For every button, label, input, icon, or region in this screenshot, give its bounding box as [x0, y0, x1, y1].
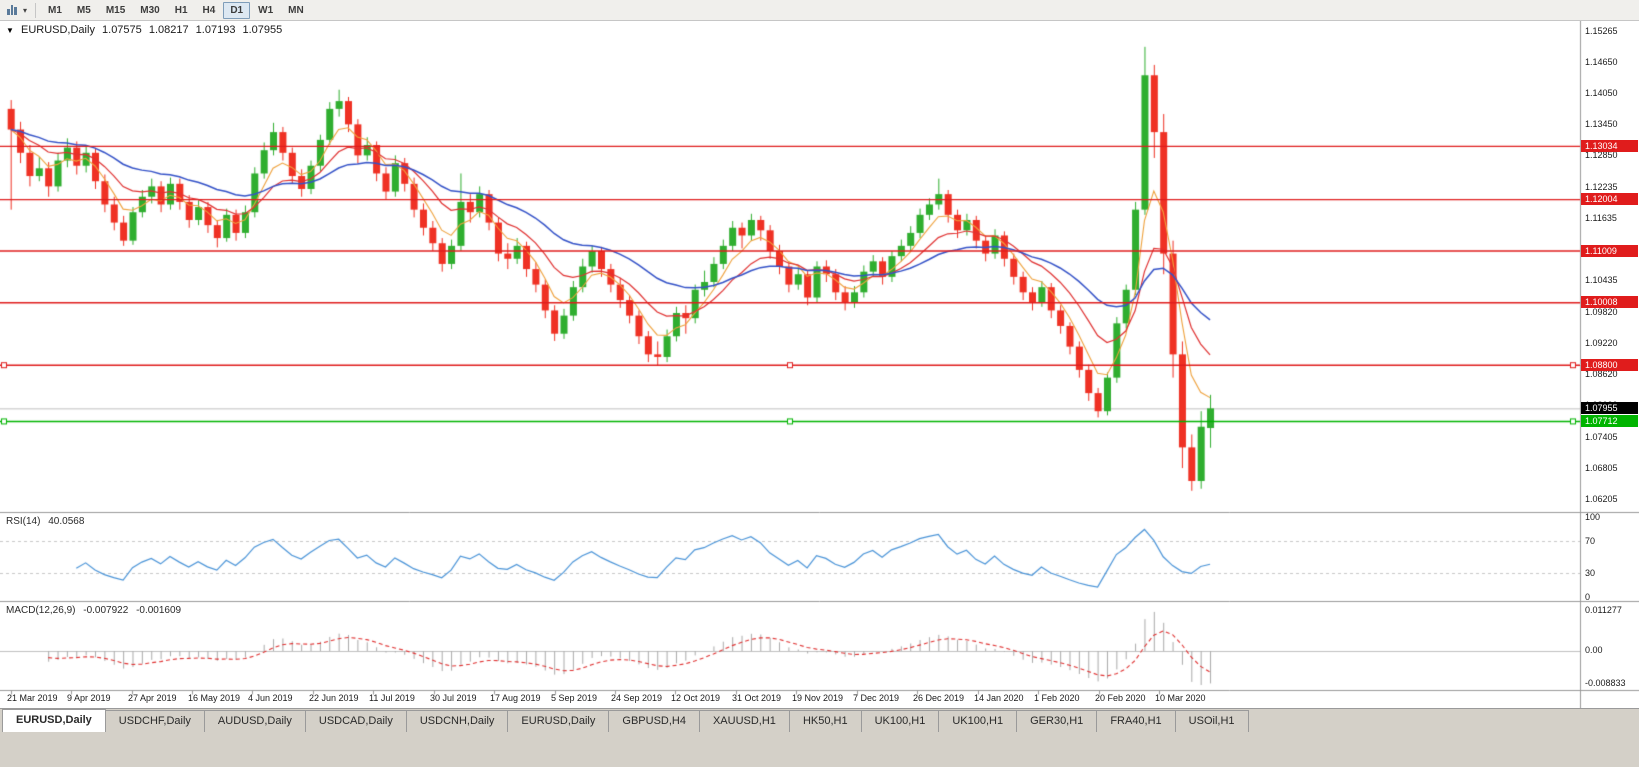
time-axis-label-4: 4 Jun 2019	[248, 693, 293, 703]
level-price-box-1.07712[interactable]: 1.07712	[1581, 414, 1638, 427]
toolbar: ▾ M1 M5 M15 M30 H1 H4 D1 W1 MN	[0, 0, 1639, 21]
chart-tab-2[interactable]: AUDUSD,Daily	[203, 710, 306, 732]
chart-header: ▼ EURUSD,Daily 1.07575 1.08217 1.07193 1…	[6, 24, 286, 36]
price-axis-tick-14: 1.06805	[1585, 462, 1618, 473]
chart-tab-3[interactable]: USDCAD,Daily	[304, 710, 407, 732]
price-axis-tick-6: 1.11635	[1585, 213, 1617, 224]
rsi-axis-tick-1: 70	[1585, 536, 1596, 546]
timeframe-button-m5[interactable]: M5	[76, 4, 91, 16]
timeframe-button-m30[interactable]: M30	[140, 4, 160, 16]
rsi-axis-tick-3: 0	[1585, 592, 1591, 602]
ohlc-open: 1.07575	[102, 24, 142, 36]
chart-type-icon[interactable]	[4, 3, 20, 18]
level-price-box-1.08800[interactable]: 1.08800	[1581, 358, 1638, 371]
chart-tab-11[interactable]: GER30,H1	[1016, 710, 1098, 732]
chart-tab-5[interactable]: EURUSD,Daily	[507, 710, 610, 732]
time-axis-label-0: 21 Mar 2019	[7, 693, 58, 703]
time-axis-label-15: 26 Dec 2019	[913, 693, 965, 703]
macd-axis-tick-2: -0.008833	[1585, 678, 1626, 688]
chart-overlay: ▼ EURUSD,Daily 1.07575 1.08217 1.07193 1…	[0, 21, 1639, 708]
macd-label: MACD(12,26,9)	[6, 605, 76, 616]
price-axis-tick-9: 1.09820	[1585, 306, 1618, 317]
price-axis-tick-11: 1.08620	[1585, 369, 1618, 379]
level-price-box-1.12004[interactable]: 1.12004	[1581, 193, 1638, 206]
time-axis-label-8: 17 Aug 2019	[490, 693, 541, 703]
price-axis-tick-13: 1.07405	[1585, 431, 1618, 442]
price-axis-tick-3: 1.13450	[1585, 119, 1618, 130]
rsi-axis-tick-0: 100	[1585, 512, 1601, 522]
rsi-axis-tick-2: 30	[1585, 568, 1596, 578]
rsi-value: 40.0568	[48, 516, 85, 527]
symbol-label: EURUSD,Daily	[20, 24, 95, 36]
price-axis-tick-2: 1.14050	[1585, 88, 1618, 99]
chart-tabs-bar: EURUSD,Daily USDCHF,Daily AUDUSD,Daily USDC…	[0, 708, 1639, 732]
timeframe-button-mn[interactable]: MN	[288, 4, 304, 16]
time-axis-label-16: 14 Jan 2020	[974, 693, 1024, 703]
timeframe-button-w1[interactable]: W1	[258, 4, 274, 16]
timeframe-button-m15[interactable]: M15	[105, 4, 126, 16]
chart-tab-1[interactable]: USDCHF,Daily	[104, 710, 205, 732]
window-background	[0, 732, 1639, 767]
time-axis-label-1: 9 Apr 2019	[67, 693, 111, 703]
ohlc-close: 1.07955	[242, 24, 283, 36]
price-axis-tick-10: 1.09220	[1585, 337, 1618, 348]
ohlc-high: 1.08217	[148, 24, 189, 36]
chart-tab-4[interactable]: USDCNH,Daily	[405, 710, 509, 732]
time-axis-label-19: 10 Mar 2020	[1155, 693, 1206, 703]
level-price-box-1.11009[interactable]: 1.11009	[1581, 244, 1638, 257]
time-axis-label-2: 27 Apr 2019	[128, 693, 177, 703]
time-axis-label-18: 20 Feb 2020	[1095, 693, 1146, 703]
rsi-panel-header: RSI(14) 40.0568	[6, 516, 89, 527]
chart-tab-13[interactable]: USOil,H1	[1174, 710, 1249, 732]
macd-axis-tick-0: 0.011277	[1585, 605, 1622, 615]
price-axis-tick-1: 1.14650	[1585, 57, 1618, 68]
timeframe-buttons: M1 M5 M15 M30 H1 H4 D1 W1 MN	[41, 1, 311, 19]
time-axis-label-5: 22 Jun 2019	[309, 693, 359, 703]
chart-tab-0[interactable]: EURUSD,Daily	[2, 709, 106, 732]
time-axis-label-11: 12 Oct 2019	[671, 693, 721, 703]
symbol-collapse-icon[interactable]: ▼	[6, 26, 14, 35]
current-price-box: 1.07955	[1581, 402, 1638, 415]
level-price-box-1.13034[interactable]: 1.13034	[1581, 139, 1638, 152]
timeframe-button-m1[interactable]: M1	[48, 4, 62, 16]
time-axis-label-12: 31 Oct 2019	[732, 693, 782, 703]
price-axis-tick-5: 1.12235	[1585, 182, 1618, 193]
level-price-box-1.10008[interactable]: 1.10008	[1581, 296, 1638, 309]
timeframe-button-d1[interactable]: D1	[223, 1, 251, 19]
time-axis-label-17: 1 Feb 2020	[1034, 693, 1080, 703]
chart-tab-8[interactable]: HK50,H1	[788, 710, 862, 732]
price-axis-tick-0: 1.15265	[1585, 25, 1618, 36]
timeframe-button-h4[interactable]: H4	[202, 4, 216, 16]
time-axis-label-10: 24 Sep 2019	[611, 693, 663, 703]
time-axis-label-13: 19 Nov 2019	[792, 693, 844, 703]
chart-tab-10[interactable]: UK100,H1	[938, 710, 1018, 732]
macd-axis-tick-1: 0.00	[1585, 645, 1603, 655]
time-axis-label-3: 16 May 2019	[188, 693, 241, 703]
chart-tab-12[interactable]: FRA40,H1	[1096, 710, 1176, 732]
time-axis-label-6: 11 Jul 2019	[369, 693, 415, 703]
macd-signal-value: -0.001609	[136, 605, 182, 616]
time-axis-label-7: 30 Jul 2019	[430, 693, 477, 703]
toolbar-separator	[35, 2, 37, 18]
rsi-label: RSI(14)	[6, 516, 41, 527]
chart-type-dropdown-caret[interactable]: ▾	[23, 5, 28, 15]
timeframe-button-h1[interactable]: H1	[174, 4, 188, 16]
price-axis-tick-15: 1.06205	[1585, 493, 1618, 504]
time-axis-label-14: 7 Dec 2019	[853, 693, 900, 703]
chart-tab-7[interactable]: XAUUSD,H1	[698, 710, 790, 732]
ohlc-low: 1.07193	[195, 24, 236, 36]
price-axis-tick-8: 1.10435	[1585, 275, 1618, 286]
time-axis-label-9: 5 Sep 2019	[551, 693, 598, 703]
chart-tab-6[interactable]: GBPUSD,H4	[608, 710, 700, 732]
price-axis-tick-4: 1.12850	[1585, 150, 1618, 161]
chart-workspace: ▼ EURUSD,Daily 1.07575 1.08217 1.07193 1…	[0, 21, 1639, 708]
macd-panel-header: MACD(12,26,9) -0.007922 -0.001609	[6, 605, 186, 616]
chart-tab-9[interactable]: UK100,H1	[860, 710, 940, 732]
macd-main-value: -0.007922	[83, 605, 129, 616]
price-chart-canvas[interactable]	[0, 21, 1639, 708]
